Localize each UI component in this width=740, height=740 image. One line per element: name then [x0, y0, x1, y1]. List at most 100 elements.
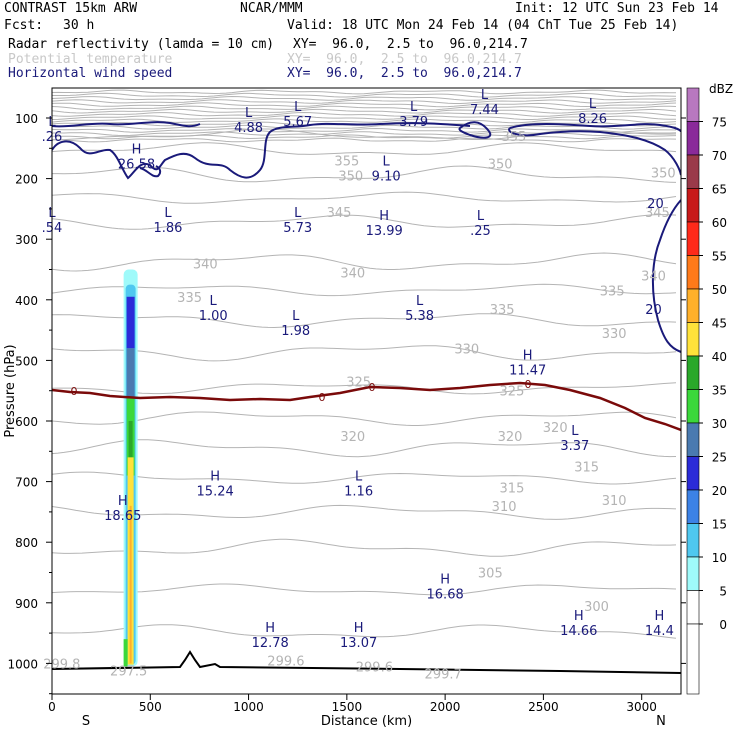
y-tick-label: 900: [15, 597, 38, 611]
colorbar-segment: [686, 623, 700, 695]
north-label: N: [656, 714, 666, 729]
extremum-value: 5.38: [405, 309, 434, 324]
extremum-value: 3.37: [560, 439, 589, 454]
extremum-value: 5.73: [283, 221, 312, 236]
extremum-type: L: [355, 470, 363, 485]
theta-line: [52, 137, 677, 143]
colorbar-segment: [686, 221, 700, 256]
colorbar-label: 5: [719, 585, 727, 599]
extremum-value: 1.98: [281, 324, 310, 339]
wind-contour-4: [508, 127, 681, 176]
extremum-type: L: [571, 424, 579, 439]
terrain-path: [52, 650, 681, 674]
field-xy-reflectivity: XY= 96.0, 2.5 to 96.0,214.7: [293, 37, 528, 52]
theta-line: [52, 131, 677, 137]
extremum-value: 7.44: [470, 103, 499, 118]
extremum-type: H: [354, 621, 364, 636]
extremum-value: 1.16: [344, 485, 373, 500]
theta-label: 345: [645, 206, 670, 221]
x-tick-label: 2000: [430, 700, 461, 714]
y-tick-label: 100: [15, 112, 38, 126]
extremum-value: 8.26: [578, 112, 607, 127]
theta-line: [52, 471, 677, 485]
theta-line: [52, 411, 677, 426]
colorbar-label: 15: [712, 518, 727, 532]
colorbar-segment: [686, 556, 700, 591]
theta-label: 305: [478, 567, 503, 582]
terrain-line: [52, 650, 681, 674]
theta-label: 299.6: [267, 654, 304, 669]
theta-line: [52, 382, 677, 395]
field-name-theta: Potential temperature: [8, 52, 173, 67]
fcst-label: Fcst:: [4, 18, 44, 33]
theta-label: 297.5: [110, 665, 147, 680]
extremum-type: L: [477, 209, 485, 224]
theta-line: [52, 165, 677, 183]
extremum-value: 9.10: [372, 170, 401, 185]
zero-isotherm-line: [52, 381, 681, 432]
y-tick-label: 500: [15, 354, 38, 368]
extremum-type: L: [292, 309, 300, 324]
x-tick-label: 2500: [528, 700, 559, 714]
theta-line: [52, 313, 677, 329]
colorbar-label: 40: [712, 350, 727, 364]
theta-line: [52, 115, 677, 120]
wind-contour-5: [651, 199, 681, 353]
y-tick-label: 600: [15, 415, 38, 429]
theta-line: [52, 252, 677, 272]
theta-label: 320: [498, 430, 523, 445]
extremum-value: 12.78: [252, 636, 289, 651]
wind-contour-label: 20: [645, 303, 662, 318]
theta-label: 299.7: [425, 668, 462, 683]
theta-line: [52, 118, 677, 124]
theta-label: 325: [500, 385, 525, 400]
wind-contour-3: [509, 123, 681, 133]
theta-label: 310: [602, 494, 627, 509]
colorbar-label: 65: [712, 183, 727, 197]
theta-label: 300: [584, 600, 609, 615]
colorbar-label: 25: [712, 451, 727, 465]
wind-contours: [52, 121, 681, 353]
theta-contours: [52, 89, 677, 639]
theta-line: [52, 583, 677, 596]
theta-line: [52, 283, 677, 297]
theta-label: 340: [340, 267, 365, 282]
colorbar-label: 45: [712, 317, 727, 331]
extremum-value: 14.4: [645, 624, 674, 639]
extremum-value: 26.58: [118, 157, 155, 172]
model-title: CONTRAST 15km ARW: [4, 1, 138, 16]
wind-contour-label: 20: [647, 197, 664, 212]
theta-line: [52, 504, 677, 520]
colorbar-segment: [686, 489, 700, 524]
theta-label: 330: [454, 342, 479, 357]
extremum-value: 13.07: [340, 636, 377, 651]
x-tick-label: 1000: [233, 700, 264, 714]
theta-label: 320: [340, 430, 365, 445]
y-tick-label: 800: [15, 536, 38, 550]
x-tick-label: 500: [139, 700, 162, 714]
extremum-value: 13.99: [366, 224, 403, 239]
extremum-value: 1.00: [199, 309, 228, 324]
theta-line: [52, 142, 677, 155]
colorbar-label: 0: [719, 618, 727, 632]
fcst-value: 30 h: [63, 18, 95, 33]
refl-20: [126, 296, 135, 349]
x-tick-label: 3000: [626, 700, 657, 714]
wind-contour-0: [52, 121, 201, 128]
y-tick-label: 1000: [7, 657, 38, 671]
theta-line: [52, 538, 677, 557]
extremum-type: H: [440, 573, 450, 588]
extremum-value: 5.67: [283, 115, 312, 130]
extremum-type: H: [379, 209, 389, 224]
theta-label: 355: [502, 130, 527, 145]
theta-label: 315: [500, 482, 525, 497]
extremum-value: 4.88: [234, 121, 263, 136]
refl-35: [128, 421, 133, 458]
extremum-type: L: [589, 97, 597, 112]
extremum-type: L: [294, 206, 302, 221]
colorbar-segment: [686, 121, 700, 156]
extremum-type: L: [164, 206, 172, 221]
extremum-type: L: [210, 294, 218, 309]
